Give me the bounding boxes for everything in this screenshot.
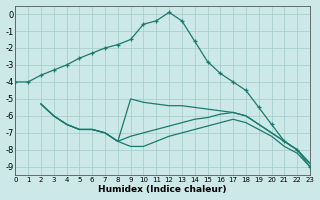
X-axis label: Humidex (Indice chaleur): Humidex (Indice chaleur) <box>99 185 227 194</box>
